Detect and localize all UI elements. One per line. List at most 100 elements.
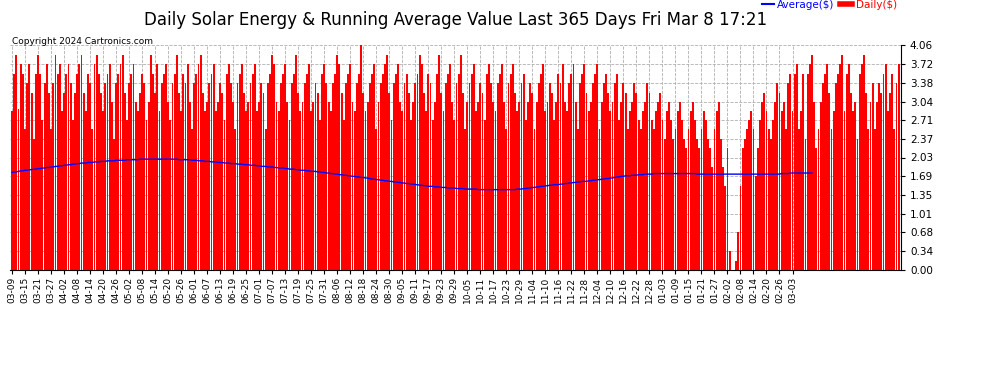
Bar <box>415 82 416 270</box>
Bar <box>421 64 423 270</box>
Bar <box>634 82 636 270</box>
Bar <box>154 93 156 270</box>
Bar <box>91 129 93 270</box>
Bar <box>337 55 339 270</box>
Bar <box>774 102 776 270</box>
Bar <box>475 111 477 270</box>
Bar <box>278 111 279 270</box>
Bar <box>169 120 171 270</box>
Bar <box>703 111 705 270</box>
Bar <box>184 82 186 270</box>
Bar <box>446 74 448 270</box>
Bar <box>852 111 854 270</box>
Bar <box>590 102 592 270</box>
Bar <box>202 93 204 270</box>
Bar <box>696 139 698 270</box>
Bar <box>527 102 529 270</box>
Bar <box>457 74 459 270</box>
Bar <box>293 74 295 270</box>
Bar <box>364 111 366 270</box>
Bar <box>347 74 349 270</box>
Bar <box>867 129 869 270</box>
Bar <box>848 64 849 270</box>
Bar <box>139 93 141 270</box>
Bar <box>173 74 175 270</box>
Bar <box>63 93 65 270</box>
Bar <box>436 74 438 270</box>
Bar <box>833 111 835 270</box>
Bar <box>131 74 133 270</box>
Bar <box>280 82 282 270</box>
Bar <box>35 74 37 270</box>
Bar <box>891 74 893 270</box>
Bar <box>406 74 408 270</box>
Bar <box>160 82 162 270</box>
Bar <box>610 111 611 270</box>
Bar <box>189 102 191 270</box>
Bar <box>52 82 54 270</box>
Bar <box>335 74 336 270</box>
Bar <box>813 102 815 270</box>
Bar <box>176 55 178 270</box>
Bar <box>878 82 880 270</box>
Bar <box>716 111 718 270</box>
Bar <box>650 120 652 270</box>
Text: Daily Solar Energy & Running Average Value Last 365 Days Fri Mar 8 17:21: Daily Solar Energy & Running Average Val… <box>144 11 767 29</box>
Bar <box>887 111 889 270</box>
Bar <box>538 82 540 270</box>
Bar <box>876 102 878 270</box>
Bar <box>58 64 60 270</box>
Bar <box>767 129 769 270</box>
Bar <box>750 111 752 270</box>
Bar <box>295 55 297 270</box>
Bar <box>698 148 700 270</box>
Bar <box>317 93 319 270</box>
Bar <box>42 120 44 270</box>
Bar <box>393 82 395 270</box>
Bar <box>712 168 713 270</box>
Bar <box>384 64 386 270</box>
Bar <box>519 102 521 270</box>
Bar <box>198 64 199 270</box>
Bar <box>623 82 625 270</box>
Bar <box>863 55 865 270</box>
Bar <box>104 82 106 270</box>
Bar <box>366 102 368 270</box>
Bar <box>430 82 432 270</box>
Bar <box>163 74 164 270</box>
Bar <box>258 102 260 270</box>
Bar <box>761 102 763 270</box>
Bar <box>249 82 251 270</box>
Bar <box>694 120 696 270</box>
Bar <box>441 93 443 270</box>
Bar <box>171 82 173 270</box>
Bar <box>736 261 738 270</box>
Bar <box>453 120 455 270</box>
Bar <box>235 129 237 270</box>
Bar <box>404 82 405 270</box>
Bar <box>831 129 833 270</box>
Bar <box>738 232 740 270</box>
Bar <box>497 82 499 270</box>
Bar <box>297 93 299 270</box>
Bar <box>419 55 421 270</box>
Bar <box>306 74 308 270</box>
Bar <box>22 74 24 270</box>
Bar <box>204 111 206 270</box>
Bar <box>670 120 672 270</box>
Bar <box>230 82 232 270</box>
Bar <box>687 129 689 270</box>
Bar <box>800 111 802 270</box>
Bar <box>386 55 388 270</box>
Bar <box>256 111 258 270</box>
Bar <box>89 82 91 270</box>
Bar <box>809 64 811 270</box>
Bar <box>228 64 230 270</box>
Bar <box>50 129 52 270</box>
Bar <box>111 102 113 270</box>
Bar <box>464 129 466 270</box>
Bar <box>426 111 427 270</box>
Bar <box>56 74 58 270</box>
Bar <box>572 64 574 270</box>
Bar <box>707 139 709 270</box>
